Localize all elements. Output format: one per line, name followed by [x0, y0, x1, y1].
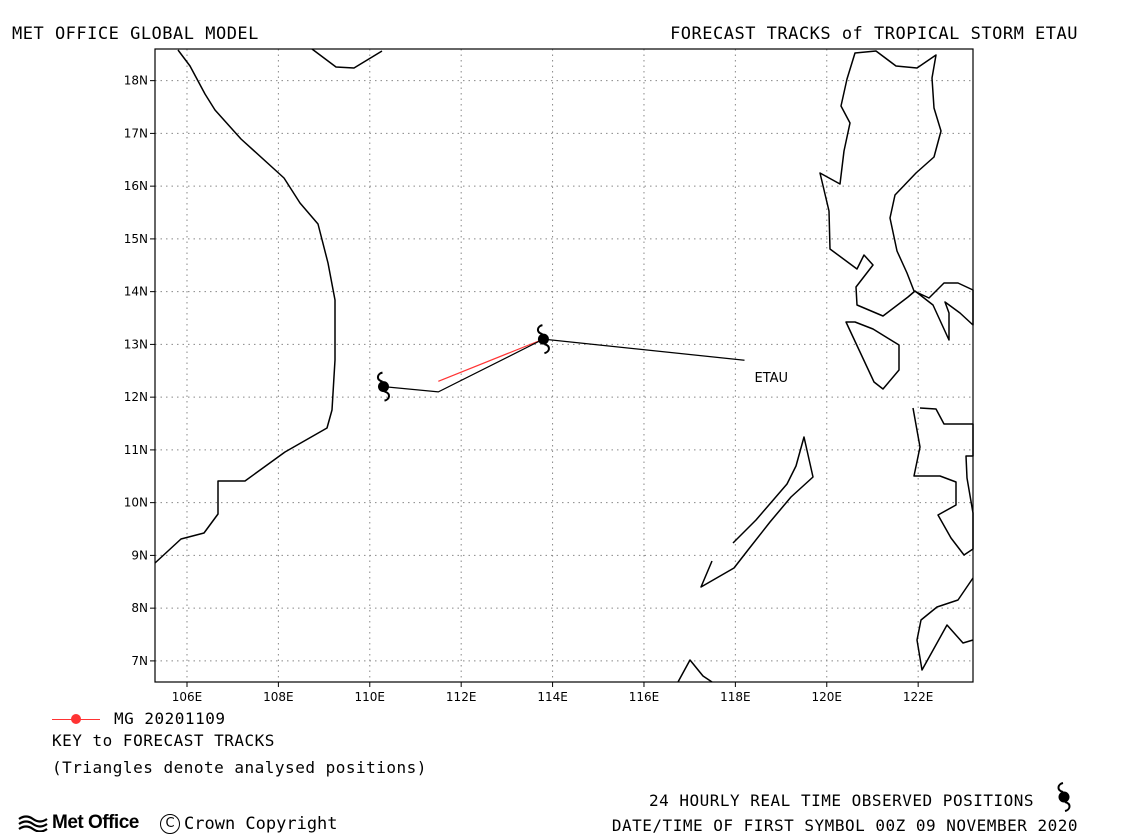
coast-luzon [819, 50, 974, 341]
y-tick-label: 8N [131, 601, 148, 615]
coast-vietnam [154, 49, 336, 564]
coastlines [154, 48, 974, 683]
coast-mindoro [845, 321, 900, 390]
y-tick-label: 14N [124, 285, 148, 299]
x-tick-label: 118E [720, 690, 751, 704]
copyright: C Crown Copyright [160, 814, 338, 834]
x-axis-ticks: 106E 108E 110E 112E 114E 116E 118E 120E 122E [172, 682, 934, 704]
y-tick-label: 18N [124, 74, 148, 88]
y-tick-label: 15N [124, 232, 148, 246]
y-tick-label: 11N [124, 443, 148, 457]
coast-palawan [700, 436, 814, 588]
model-title: MET OFFICE GLOBAL MODEL [12, 24, 259, 44]
x-tick-label: 122E [903, 690, 934, 704]
map-frame [154, 48, 974, 683]
y-tick-label: 16N [124, 179, 148, 193]
x-tick-label: 108E [263, 690, 294, 704]
met-office-wave-icon [18, 815, 48, 832]
x-tick-label: 112E [446, 690, 477, 704]
x-tick-label: 120E [812, 690, 843, 704]
key-line-marker [52, 712, 100, 726]
storm-label: ETAU [755, 371, 789, 386]
x-tick-label: 110E [355, 690, 386, 704]
met-office-logo: Met Office [18, 812, 139, 834]
key-entry-label: MG 20201109 [114, 709, 226, 728]
first-symbol-datetime: DATE/TIME OF FIRST SYMBOL 00Z 09 NOVEMBE… [611, 816, 1078, 835]
logo-text: Met Office [52, 812, 139, 833]
cyclone-icon [1057, 782, 1071, 812]
observed-positions-text: 24 HOURLY REAL TIME OBSERVED POSITIONS [648, 791, 1034, 810]
key-entry: MG 20201109 [52, 709, 225, 728]
x-tick-label: 114E [537, 690, 568, 704]
coast-mindanao [916, 577, 974, 671]
copyright-text: Crown Copyright [184, 814, 338, 834]
chart-title: FORECAST TRACKS of TROPICAL STORM ETAU [670, 24, 1078, 44]
y-tick-label: 7N [131, 654, 148, 668]
x-tick-label: 116E [629, 690, 660, 704]
grid-lines [155, 49, 973, 682]
cyclone-symbol [536, 324, 550, 355]
y-tick-label: 9N [131, 548, 148, 562]
forecast-tracks [383, 338, 745, 393]
y-tick-label: 13N [124, 337, 148, 351]
y-tick-label: 12N [124, 390, 148, 404]
observed-positions [376, 324, 550, 402]
track-mg-20201109 [438, 338, 544, 382]
cyclone-symbol [376, 371, 390, 402]
key-note: (Triangles denote analysed positions) [52, 758, 427, 777]
y-tick-label: 17N [124, 126, 148, 140]
track-observed [383, 338, 745, 393]
coast-panay [912, 407, 974, 556]
copyright-icon: C [160, 814, 180, 834]
coast-hainan [311, 48, 383, 69]
y-axis-ticks: 7N 8N 9N 10N 11N 12N 13N 14N 15N 16N 17N 18N [124, 74, 155, 668]
coast-borneo [677, 659, 713, 683]
x-tick-label: 106E [172, 690, 203, 704]
y-tick-label: 10N [124, 496, 148, 510]
key-title: KEY to FORECAST TRACKS [52, 731, 275, 750]
